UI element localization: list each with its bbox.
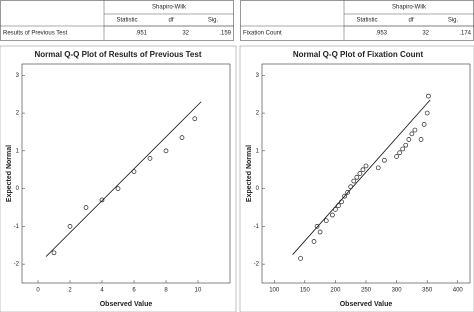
data-point [394,154,399,159]
data-point [192,116,198,122]
reference-line [292,99,431,255]
y-tick-label: 2 [16,111,20,117]
data-point [426,93,431,99]
y-tick-label: 0 [16,186,20,192]
data-point [333,207,338,212]
table-cell: .951 [135,31,147,37]
table-column-header: df [168,18,173,24]
data-point [345,190,350,195]
data-point [147,156,153,161]
table-column-header: Statistic [116,18,137,24]
y-tick-label: -1 [254,224,260,230]
table-column-header: Sig. [208,18,219,24]
data-point [403,142,409,148]
data-point [351,178,357,184]
data-point [314,224,320,229]
data-point [131,169,137,174]
data-point [348,184,354,190]
table-group-header: Shapiro-Wilk [392,5,427,11]
data-point [336,203,341,208]
x-axis-label: Observed Value [100,301,153,308]
data-point [421,122,427,127]
x-tick-label: 400 [453,288,464,294]
chart-title: Normal Q-Q Plot of Results of Previous T… [35,50,202,59]
y-tick-label: 3 [16,73,20,79]
y-tick-label: 2 [256,111,260,117]
data-point [412,127,418,133]
y-axis-label: Expected Normal [6,145,13,202]
data-point [179,135,185,140]
x-tick-label: 100 [269,288,280,294]
data-point [67,224,73,229]
x-tick-label: 2 [68,288,72,294]
data-point [339,199,344,205]
x-tick-label: 250 [361,288,372,294]
data-point [375,165,381,171]
data-point [357,171,363,176]
x-tick-label: 10 [195,288,202,294]
y-tick-label: -2 [14,262,20,268]
data-point [360,167,366,173]
data-point [342,193,347,199]
panel-frame [239,45,474,312]
x-tick-label: 350 [422,288,433,294]
table-cell: 32 [182,31,189,37]
x-tick-label: 150 [300,288,311,294]
chart-title: Normal Q-Q Plot of Fixation Count [293,50,424,59]
y-tick-label: 0 [256,186,260,192]
table-frame [0,0,234,41]
x-tick-label: 300 [392,288,403,294]
data-point [330,212,335,218]
x-axis-label: Observed Value [340,301,393,308]
data-point [298,256,303,261]
y-tick-label: 1 [16,148,20,154]
table-column-header: Sig. [448,18,459,24]
data-point [363,163,369,169]
data-point [354,174,360,180]
table-cell: 32 [422,31,429,37]
data-point [409,131,415,137]
table-cell: .953 [375,31,387,37]
data-point [424,110,430,116]
table-column-header: df [408,18,413,24]
plot-area [21,63,231,284]
x-tick-label: 6 [132,288,136,294]
data-point [163,148,169,154]
panel-frame [0,45,237,312]
y-axis-label: Expected Normal [246,145,253,202]
y-tick-label: 3 [256,73,260,79]
x-tick-label: 8 [164,288,168,294]
x-tick-label: 4 [100,288,104,294]
data-point [99,197,105,203]
table-group-header: Shapiro-Wilk [152,5,187,11]
data-point [323,218,329,224]
data-point [382,157,387,163]
table-cell: .174 [459,31,471,37]
data-point [418,137,424,142]
table-row-header: Results of Previous Test [3,31,68,37]
data-point [317,229,323,235]
data-point [83,205,89,210]
reference-line [45,101,202,257]
data-point [397,150,402,156]
table-cell: .159 [219,31,231,37]
x-tick-label: 0 [36,288,40,294]
data-point [406,137,412,142]
y-tick-label: -2 [254,262,260,268]
table-row-header: Fixation Count [243,31,282,37]
table-column-header: Statistic [356,18,377,24]
x-tick-label: 200 [330,288,341,294]
data-point [400,146,406,152]
data-point [51,250,57,256]
y-tick-label: 1 [256,148,260,154]
data-point [311,239,317,244]
y-tick-label: -1 [14,224,20,230]
data-point [115,186,121,191]
